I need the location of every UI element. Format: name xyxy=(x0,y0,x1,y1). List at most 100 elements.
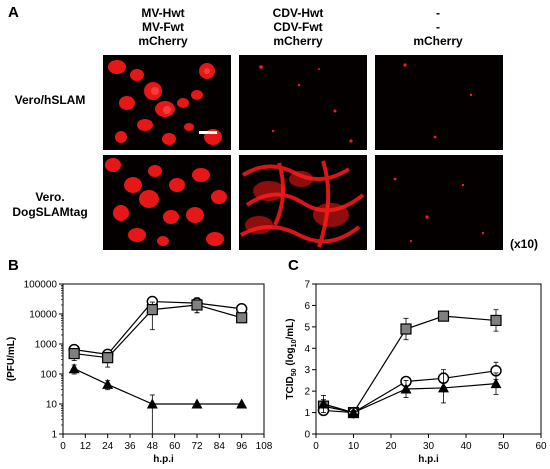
micrograph-mv-dogslam xyxy=(103,155,231,250)
x-axis-title: h.p.i xyxy=(153,454,174,465)
column-header-line: mCherry xyxy=(413,34,463,48)
y-tick-label: 4 xyxy=(304,344,310,355)
micrograph-image xyxy=(240,160,365,248)
data-point-triangle xyxy=(191,398,203,409)
y-axis-title: (PFU/mL) xyxy=(6,337,17,381)
y-tick-label: 100000 xyxy=(24,280,58,291)
y-axis-title-sub: 50 xyxy=(291,368,298,376)
x-tick-label: 84 xyxy=(214,441,226,452)
y-axis-title-main: TCID xyxy=(285,376,296,399)
x-tick-label: 0 xyxy=(60,441,66,452)
y-axis-title: TCID50 (log10/mL) xyxy=(285,318,298,399)
row-label-vero-dogslam: Vero. DogSLAMtag xyxy=(0,190,100,220)
micrograph-image xyxy=(403,63,473,139)
x-tick-label: 20 xyxy=(385,441,397,452)
column-header-line: MV-Fwt xyxy=(142,20,184,34)
panel-c-letter: C xyxy=(288,257,299,274)
row-label-line: Vero. xyxy=(35,190,65,204)
column-header-line: CDV-Fwt xyxy=(273,20,323,34)
micrograph-cdv-dogslam xyxy=(239,155,367,250)
x-tick-label: 40 xyxy=(460,441,472,452)
x-tick-label: 0 xyxy=(313,441,319,452)
series-filled-triangle xyxy=(318,372,502,418)
magnification-label: (x10) xyxy=(510,237,539,251)
micrograph-control-hslam xyxy=(375,55,503,150)
x-tick-label: 10 xyxy=(348,441,360,452)
row-label-vero-hslam: Vero/hSLAM xyxy=(0,93,100,108)
y-tick-label: 1 xyxy=(51,430,57,441)
x-tick-label: 36 xyxy=(124,441,136,452)
micrograph-image xyxy=(105,158,227,246)
micrograph-image xyxy=(108,60,222,145)
data-point-triangle xyxy=(400,383,412,394)
series-gray-square xyxy=(68,299,248,368)
column-header-line: mCherry xyxy=(138,34,188,48)
data-point-square xyxy=(191,299,203,311)
data-point-square xyxy=(146,304,158,316)
micrograph-mv-hslam xyxy=(103,55,231,150)
y-axis-title-end: /mL) xyxy=(285,318,296,339)
y-tick-label: 7 xyxy=(304,280,310,291)
micrograph-control-dogslam xyxy=(375,155,503,250)
x-tick-label: 60 xyxy=(535,441,547,452)
row-label-line: DogSLAMtag xyxy=(12,205,88,219)
chart-b: 0 12 24 36 48 60 72 84 96 108 1 10 100 1000 10000 10000… xyxy=(6,280,273,466)
column-header-line: MV-Hwt xyxy=(141,6,185,20)
data-point-triangle xyxy=(68,363,80,374)
column-header-mv: MV-Hwt MV-Fwt mCherry xyxy=(98,6,228,48)
series-open-circle xyxy=(317,361,502,419)
column-header-line: - xyxy=(436,20,440,34)
data-point-square xyxy=(236,312,248,324)
panel-a-letter: A xyxy=(8,4,19,21)
x-tick-label: 72 xyxy=(191,441,203,452)
data-point-triangle xyxy=(318,398,329,409)
x-tick-label: 30 xyxy=(423,441,435,452)
data-point-square xyxy=(102,352,114,364)
y-tick-label: 5 xyxy=(304,322,310,333)
row-label-line: Vero/hSLAM xyxy=(14,93,86,107)
data-point-triangle xyxy=(490,378,502,389)
y-tick-label: 3 xyxy=(304,365,310,376)
x-tick-label: 60 xyxy=(169,441,181,452)
y-axis-title-rest: (log xyxy=(285,347,296,368)
data-point-square xyxy=(490,314,502,327)
data-point-triangle xyxy=(438,382,449,393)
column-header-line: CDV-Hwt xyxy=(272,6,324,20)
micrograph-image xyxy=(259,65,353,143)
y-tick-label: 1000 xyxy=(35,340,58,351)
x-tick-label: 24 xyxy=(102,441,114,452)
data-point-triangle xyxy=(236,398,248,409)
micrograph-image xyxy=(393,177,485,243)
y-tick-label: 100 xyxy=(40,370,57,381)
y-tick-label: 0 xyxy=(304,430,310,441)
panel-b-letter: B xyxy=(8,257,19,274)
series-line xyxy=(73,368,242,405)
x-tick-label: 12 xyxy=(80,441,92,452)
x-tick-label: 96 xyxy=(236,441,248,452)
data-point-square xyxy=(400,323,412,335)
y-tick-label: 2 xyxy=(304,387,310,398)
data-point-square xyxy=(68,347,80,360)
y-tick-label: 10000 xyxy=(29,310,57,321)
data-point-triangle xyxy=(348,407,359,418)
data-point-triangle xyxy=(102,378,114,389)
column-header-line: - xyxy=(436,6,440,20)
y-axis-title-sub2: 10 xyxy=(291,339,298,347)
y-tick-label: 6 xyxy=(304,301,310,312)
column-header-control: - - mCherry xyxy=(373,6,503,48)
micrograph-cdv-hslam xyxy=(239,55,367,150)
y-tick-label: 10 xyxy=(46,400,58,411)
series-gray-square xyxy=(317,309,502,419)
plot-frame xyxy=(62,283,265,435)
x-axis-title: h.p.i xyxy=(418,454,439,465)
x-tick-label: 50 xyxy=(498,441,510,452)
x-tick-label: 48 xyxy=(147,441,159,452)
data-point-square xyxy=(437,310,450,322)
x-tick-label: 108 xyxy=(256,441,273,452)
y-tick-label: 1 xyxy=(304,408,310,419)
column-header-line: mCherry xyxy=(273,34,323,48)
column-header-cdv: CDV-Hwt CDV-Fwt mCherry xyxy=(233,6,363,48)
series-filled-triangle xyxy=(68,363,248,435)
data-point-triangle xyxy=(146,398,158,409)
